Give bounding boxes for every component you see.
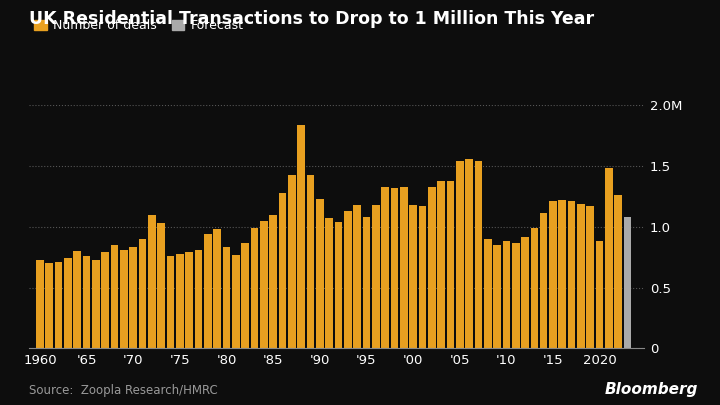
- Bar: [409, 205, 417, 348]
- Bar: [549, 201, 557, 348]
- Bar: [176, 254, 184, 348]
- Bar: [587, 206, 594, 348]
- Bar: [614, 195, 622, 348]
- Bar: [269, 215, 277, 348]
- Bar: [605, 168, 613, 348]
- Bar: [335, 222, 342, 348]
- Bar: [102, 252, 109, 348]
- Bar: [204, 234, 212, 348]
- Bar: [344, 211, 351, 348]
- Bar: [148, 215, 156, 348]
- Bar: [624, 217, 631, 348]
- Bar: [92, 260, 100, 348]
- Bar: [382, 187, 389, 348]
- Bar: [251, 228, 258, 348]
- Bar: [437, 181, 445, 348]
- Bar: [194, 250, 202, 348]
- Bar: [288, 175, 296, 348]
- Bar: [354, 205, 361, 348]
- Bar: [456, 161, 464, 348]
- Bar: [297, 125, 305, 348]
- Bar: [400, 187, 408, 348]
- Bar: [503, 241, 510, 348]
- Bar: [167, 256, 174, 348]
- Bar: [474, 161, 482, 348]
- Bar: [260, 221, 268, 348]
- Bar: [139, 239, 146, 348]
- Bar: [64, 258, 72, 348]
- Bar: [232, 255, 240, 348]
- Bar: [111, 245, 118, 348]
- Bar: [325, 218, 333, 348]
- Bar: [446, 181, 454, 348]
- Text: Source:  Zoopla Research/HMRC: Source: Zoopla Research/HMRC: [29, 384, 217, 397]
- Bar: [316, 199, 323, 348]
- Bar: [186, 252, 193, 348]
- Bar: [130, 247, 137, 348]
- Legend: Number of deals, Forecast: Number of deals, Forecast: [35, 19, 243, 32]
- Bar: [465, 159, 473, 348]
- Bar: [307, 175, 315, 348]
- Bar: [540, 213, 547, 348]
- Bar: [73, 251, 81, 348]
- Bar: [493, 245, 501, 348]
- Bar: [391, 188, 398, 348]
- Bar: [45, 263, 53, 348]
- Bar: [222, 247, 230, 348]
- Bar: [55, 262, 63, 348]
- Bar: [213, 229, 221, 348]
- Bar: [596, 241, 603, 348]
- Text: Bloomberg: Bloomberg: [605, 382, 698, 397]
- Bar: [568, 201, 575, 348]
- Bar: [158, 223, 165, 348]
- Bar: [577, 204, 585, 348]
- Bar: [418, 206, 426, 348]
- Bar: [531, 228, 538, 348]
- Bar: [36, 260, 44, 348]
- Bar: [484, 239, 492, 348]
- Bar: [241, 243, 249, 348]
- Bar: [120, 250, 127, 348]
- Bar: [363, 217, 370, 348]
- Bar: [559, 200, 566, 348]
- Bar: [83, 256, 91, 348]
- Bar: [521, 237, 528, 348]
- Text: UK Residential Transactions to Drop to 1 Million This Year: UK Residential Transactions to Drop to 1…: [29, 10, 594, 28]
- Bar: [512, 243, 520, 348]
- Bar: [279, 193, 287, 348]
- Bar: [428, 187, 436, 348]
- Bar: [372, 205, 379, 348]
